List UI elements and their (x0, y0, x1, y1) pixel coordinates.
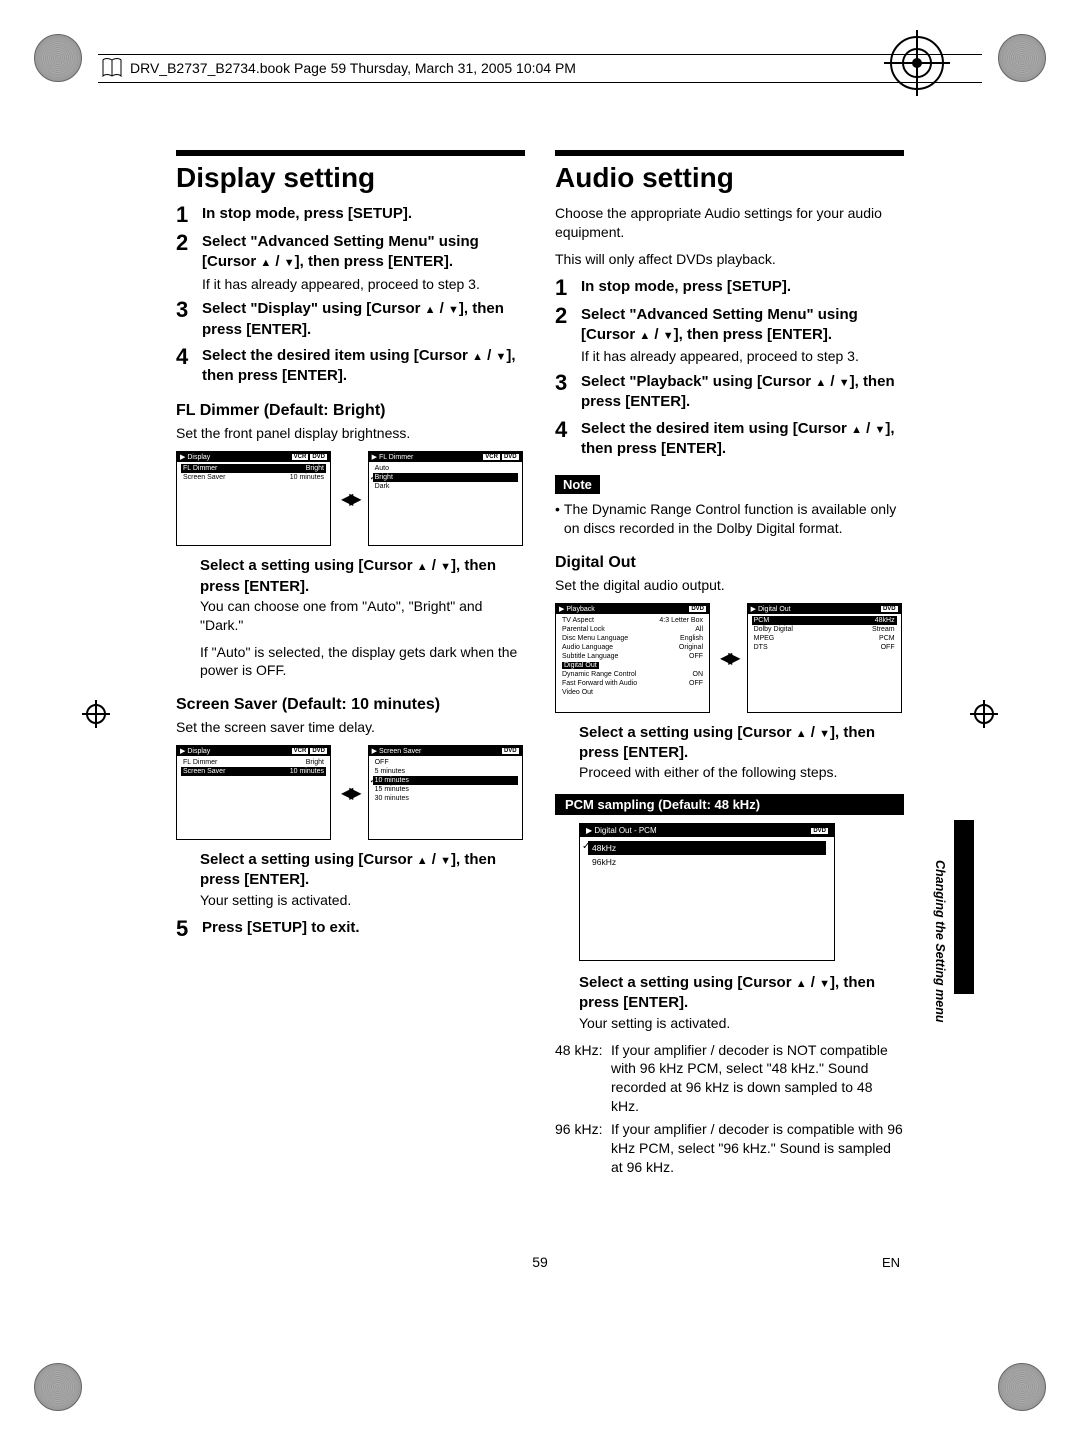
header-rule-top (98, 54, 982, 55)
menu-pcm: ▶ Digital Out - PCMDVD✓48kHz96kHz (579, 823, 835, 961)
step-number: 3 (176, 299, 194, 340)
freq-label: 48 kHz: (555, 1041, 611, 1117)
fl-dimmer-desc: Set the front panel display brightness. (176, 424, 525, 443)
step-4: 4 Select the desired item using [Cursor … (176, 346, 525, 387)
step-4: 4 Select the desired item using [Cursor … (555, 419, 904, 460)
step-text: Select the desired item using [Cursor / … (202, 347, 516, 384)
step-number: 5 (176, 918, 194, 940)
step-number: 2 (176, 232, 194, 293)
fl-dimmer-heading: FL Dimmer (Default: Bright) (176, 402, 525, 420)
audio-intro1: Choose the appropriate Audio settings fo… (555, 204, 904, 242)
step-number: 2 (555, 305, 573, 366)
step-number: 4 (555, 419, 573, 460)
side-label: Changing the Setting menu (933, 860, 947, 1023)
step-number: 1 (555, 277, 573, 299)
left-column: Display setting 1 In stop mode, press [S… (176, 150, 525, 1181)
note-label: Note (555, 475, 600, 494)
step-5: 5 Press [SETUP] to exit. (176, 918, 525, 940)
page-number: 59 (0, 1254, 1080, 1270)
step-text: Select the desired item using [Cursor / … (581, 420, 895, 457)
freq-96: 96 kHz: If your amplifier / decoder is c… (555, 1120, 904, 1177)
note-text: •The Dynamic Range Control function is a… (555, 500, 904, 538)
pcm-sampling-bar: PCM sampling (Default: 48 kHz) (555, 794, 904, 815)
select-instruction: Select a setting using [Cursor / ], then… (200, 850, 525, 891)
arrow-icon: ◀▶ (720, 648, 737, 668)
step-text: Press [SETUP] to exit. (202, 919, 360, 936)
page-language: EN (882, 1255, 900, 1270)
pcm-desc2: Your setting is activated. (579, 1014, 904, 1033)
step-subtext: If it has already appeared, proceed to s… (581, 347, 904, 366)
print-corner-br (998, 1363, 1046, 1411)
step-1: 1 In stop mode, press [SETUP]. (176, 204, 525, 226)
print-corner-tl (34, 34, 82, 82)
digital-out-heading: Digital Out (555, 554, 904, 572)
right-column: Audio setting Choose the appropriate Aud… (555, 150, 904, 1181)
menu-digital-out: ▶ Digital OutDVDPCM48kHzDolby DigitalStr… (747, 603, 902, 713)
step-2: 2 Select "Advanced Setting Menu" using [… (176, 232, 525, 293)
fl-dimmer-desc2b: If "Auto" is selected, the display gets … (200, 643, 525, 681)
step-number: 1 (176, 204, 194, 226)
print-corner-tr (998, 34, 1046, 82)
screen-saver-desc: Set the screen saver time delay. (176, 718, 525, 737)
step-3: 3 Select "Display" using [Cursor / ], th… (176, 299, 525, 340)
fl-dimmer-menus: ▶ DisplayVCRDVDFL DimmerBrightScreen Sav… (176, 451, 525, 546)
section-bar (176, 150, 525, 156)
screen-saver-desc2: Your setting is activated. (200, 891, 525, 910)
freq-label: 96 kHz: (555, 1120, 611, 1177)
registration-mark-left (82, 700, 110, 728)
audio-setting-title: Audio setting (555, 162, 904, 194)
step-text: Select "Playback" using [Cursor / ], the… (581, 373, 895, 410)
step-text: Select "Display" using [Cursor / ], then… (202, 300, 504, 337)
step-subtext: If it has already appeared, proceed to s… (202, 275, 525, 294)
side-tab (954, 820, 974, 994)
step-number: 3 (555, 372, 573, 413)
fl-dimmer-desc2a: You can choose one from "Auto", "Bright"… (200, 597, 525, 635)
audio-intro2: This will only affect DVDs playback. (555, 250, 904, 269)
step-text: In stop mode, press [SETUP]. (202, 205, 412, 222)
freq-text: If your amplifier / decoder is NOT compa… (611, 1041, 904, 1117)
display-setting-title: Display setting (176, 162, 525, 194)
digital-out-desc2: Proceed with either of the following ste… (579, 763, 904, 782)
step-3: 3 Select "Playback" using [Cursor / ], t… (555, 372, 904, 413)
digital-out-desc: Set the digital audio output. (555, 576, 904, 595)
step-text: Select "Advanced Setting Menu" using [Cu… (202, 233, 479, 270)
header-path: DRV_B2737_B2734.book Page 59 Thursday, M… (130, 60, 576, 76)
menu-screen-saver: ▶ Screen SaverDVDOFF5 minutes✓10 minutes… (368, 745, 523, 840)
select-instruction: Select a setting using [Cursor / ], then… (579, 973, 904, 1014)
screen-saver-heading: Screen Saver (Default: 10 minutes) (176, 696, 525, 714)
screen-saver-menus: ▶ DisplayVCRDVDFL DimmerBrightScreen Sav… (176, 745, 525, 840)
step-1: 1 In stop mode, press [SETUP]. (555, 277, 904, 299)
arrow-icon: ◀▶ (341, 489, 358, 509)
freq-text: If your amplifier / decoder is compatibl… (611, 1120, 904, 1177)
section-bar (555, 150, 904, 156)
arrow-icon: ◀▶ (341, 783, 358, 803)
step-text: In stop mode, press [SETUP]. (581, 278, 791, 295)
freq-48: 48 kHz: If your amplifier / decoder is N… (555, 1041, 904, 1117)
step-2: 2 Select "Advanced Setting Menu" using [… (555, 305, 904, 366)
menu-display: ▶ DisplayVCRDVDFL DimmerBrightScreen Sav… (176, 451, 331, 546)
step-number: 4 (176, 346, 194, 387)
header-rule-bottom (98, 82, 982, 83)
menu-display: ▶ DisplayVCRDVDFL DimmerBrightScreen Sav… (176, 745, 331, 840)
menu-playback: ▶ PlaybackDVDTV Aspect4:3 Letter BoxPare… (555, 603, 710, 713)
select-instruction: Select a setting using [Cursor / ], then… (200, 556, 525, 597)
menu-fl-dimmer: ▶ FL DimmerVCRDVDAuto✓BrightDark (368, 451, 523, 546)
registration-mark-right (970, 700, 998, 728)
select-instruction: Select a setting using [Cursor / ], then… (579, 723, 904, 764)
digital-out-menus: ▶ PlaybackDVDTV Aspect4:3 Letter BoxPare… (555, 603, 904, 713)
print-corner-bl (34, 1363, 82, 1411)
book-icon (100, 56, 124, 80)
step-text: Select "Advanced Setting Menu" using [Cu… (581, 306, 858, 343)
